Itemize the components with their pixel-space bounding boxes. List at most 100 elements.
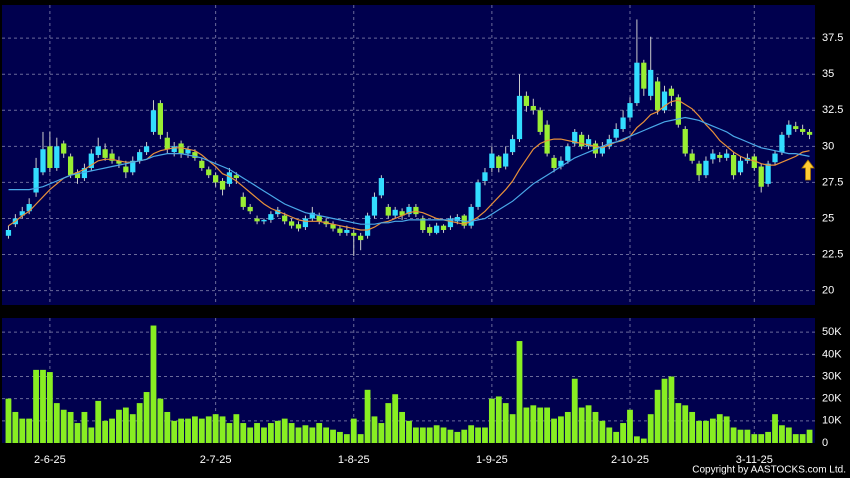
volume-bar <box>26 418 33 443</box>
volume-bar <box>544 407 551 443</box>
candle-body <box>275 209 281 215</box>
volume-bar <box>157 398 164 443</box>
candle-body <box>213 175 219 183</box>
copyright: Copyright by AASTOCKS.com Ltd. <box>692 465 846 476</box>
volume-bar <box>254 423 260 443</box>
volume-bar <box>488 398 495 443</box>
volume-bar <box>633 436 640 443</box>
x-tick-label: 3-11-25 <box>736 454 773 466</box>
candle-body <box>592 143 599 154</box>
candle-body <box>337 228 343 233</box>
volume-bar <box>212 414 219 443</box>
candle-body <box>171 146 177 153</box>
volume-bar <box>240 423 247 443</box>
candle-body <box>316 215 322 222</box>
candle-body <box>54 146 60 168</box>
volume-bar <box>323 427 330 443</box>
volume-bar <box>371 416 378 443</box>
y-tick-label: 35 <box>822 68 834 80</box>
candle-body <box>572 131 578 144</box>
volume-bar <box>558 416 564 443</box>
volume-bar <box>433 425 440 443</box>
volume-bar <box>482 427 488 443</box>
volume-bar <box>564 411 571 443</box>
candle-body <box>67 156 74 176</box>
volume-bar <box>703 420 709 443</box>
candle-body <box>503 153 509 167</box>
candle-body <box>765 163 771 184</box>
candle-body <box>282 215 288 222</box>
volume-bar <box>350 418 357 443</box>
candle-body <box>47 146 53 168</box>
candle-body <box>461 215 467 226</box>
volume-bar <box>171 420 178 443</box>
candle-body <box>247 206 253 212</box>
y-tick-label: 27.5 <box>822 176 843 188</box>
volume-bar <box>302 425 309 443</box>
candle-body <box>565 146 571 161</box>
volume-bar <box>785 427 792 443</box>
volume-bar <box>772 414 778 443</box>
candle-body <box>654 81 661 111</box>
candle-body <box>178 143 184 154</box>
candle-body <box>585 139 592 147</box>
candle-body <box>378 178 385 196</box>
x-tick-label: 2-10-25 <box>611 454 649 466</box>
candle-body <box>620 117 626 130</box>
candle-body <box>199 160 205 168</box>
volume-bar <box>523 407 530 443</box>
candle-body <box>406 206 412 215</box>
volume-bar <box>516 341 523 443</box>
candle-body <box>61 143 67 154</box>
y-tick-label: 30 <box>822 140 834 152</box>
candle-body <box>33 167 39 193</box>
candle-body <box>668 88 675 96</box>
volume-bar <box>537 407 544 443</box>
volume-bar <box>468 425 475 443</box>
candle-body <box>696 163 702 176</box>
candle-body <box>751 156 757 168</box>
volume-bar <box>192 416 198 443</box>
volume-bar <box>509 414 516 443</box>
candle-body <box>95 146 101 155</box>
volume-bar <box>571 378 578 443</box>
x-tick-label: 1-9-25 <box>476 454 508 466</box>
volume-bar <box>502 403 509 443</box>
volume-bar <box>606 427 613 443</box>
candle-body <box>358 235 364 241</box>
volume-bar <box>392 394 399 443</box>
volume-bar <box>88 427 95 443</box>
y-tick-label: 20 <box>822 284 834 296</box>
volume-bar <box>765 431 772 443</box>
volume-bar <box>440 427 447 443</box>
candle-body <box>309 212 315 219</box>
candle-body <box>157 103 164 135</box>
candle-body <box>489 153 495 168</box>
candle-body <box>427 227 433 233</box>
volume-bar <box>219 416 226 443</box>
volume-bar <box>357 434 364 443</box>
candle-body <box>233 175 239 179</box>
candle-body <box>351 232 357 236</box>
volume-bar <box>716 414 723 443</box>
candle-body <box>634 62 640 104</box>
candle-body <box>254 218 260 222</box>
volume-bar <box>247 427 254 443</box>
volume-bar <box>640 438 647 443</box>
x-tick-label: 1-8-25 <box>338 454 370 466</box>
volume-bar <box>385 403 392 443</box>
candle-body <box>530 105 536 111</box>
candle-body <box>661 91 668 111</box>
candle-body <box>516 95 523 140</box>
candle-body <box>482 172 488 181</box>
candle-body <box>779 134 785 153</box>
candle-body <box>130 160 136 173</box>
volume-bar <box>164 411 171 443</box>
volume-bar <box>661 378 668 443</box>
y-tick-label: 30K <box>822 370 842 382</box>
candle-body <box>413 206 419 215</box>
candle-body <box>240 196 246 207</box>
volume-bar <box>696 420 702 443</box>
candle-body <box>123 166 129 173</box>
